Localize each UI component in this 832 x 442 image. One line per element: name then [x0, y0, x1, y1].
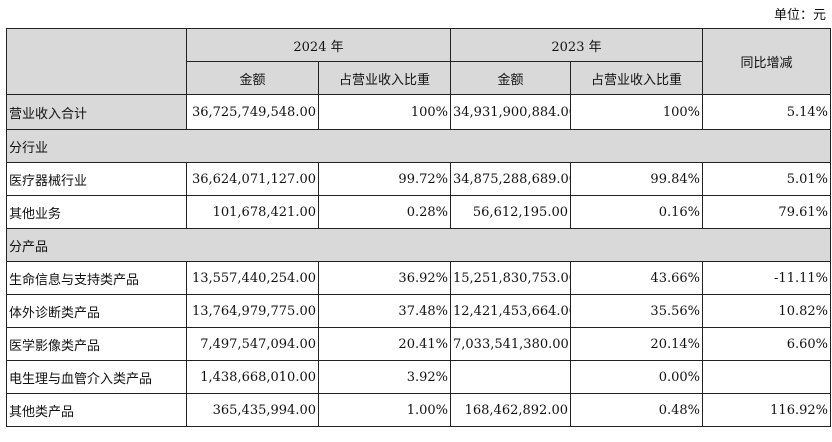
table-row: 生命信息与支持类产品 13,557,440,254.00 36.92% 15,2…: [6, 261, 831, 295]
row-label: 其他类产品: [6, 393, 187, 427]
ratio-2024-cell: 36.92%: [318, 261, 451, 295]
table-body: 营业收入合计 36,725,749,548.00 100% 34,931,900…: [6, 94, 831, 427]
amount-2023-cell: 34,875,288,689.00: [450, 162, 571, 196]
ratio-2023-cell: 99.84%: [570, 162, 703, 196]
unit-label: 单位：元: [773, 8, 826, 23]
table-row: 医学影像类产品 7,497,547,094.00 20.41% 7,033,54…: [6, 327, 831, 361]
ratio-2024-cell: 20.41%: [318, 327, 451, 361]
header-blank-cell: [6, 28, 187, 95]
amount-2024-cell: 365,435,994.00: [186, 393, 319, 427]
ratio-2023-cell: 35.56%: [570, 294, 703, 328]
table-row: 其他类产品 365,435,994.00 1.00% 168,462,892.0…: [6, 393, 831, 427]
amount-2024-cell: 101,678,421.00: [186, 195, 319, 229]
total-ratio-2023: 100%: [570, 94, 703, 130]
amount-2024-cell: 1,438,668,010.00: [186, 360, 319, 394]
table-row: 医疗器械行业 36,624,071,127.00 99.72% 34,875,2…: [6, 162, 831, 196]
ratio-2023-cell: 20.14%: [570, 327, 703, 361]
row-label: 其他业务: [6, 195, 187, 229]
ratio-2024-cell: 1.00%: [318, 393, 451, 427]
amount-2023-cell: 15,251,830,753.00: [450, 261, 571, 295]
section-row-industry: 分行业: [6, 129, 831, 163]
yoy-cell: [702, 360, 831, 394]
header-ratio-2023: 占营业收入比重: [570, 61, 703, 95]
amount-2024-cell: 36,624,071,127.00: [186, 162, 319, 196]
total-amount-2024: 36,725,749,548.00: [186, 94, 319, 130]
amount-2023-cell: [450, 360, 571, 394]
total-yoy: 5.14%: [702, 94, 831, 130]
amount-2023-cell: 12,421,453,664.00: [450, 294, 571, 328]
section-row-product: 分产品: [6, 228, 831, 262]
section-title-product: 分产品: [6, 228, 831, 262]
yoy-cell: 5.01%: [702, 162, 831, 196]
table-row-total: 营业收入合计 36,725,749,548.00 100% 34,931,900…: [6, 94, 831, 130]
ratio-2023-cell: 0.48%: [570, 393, 703, 427]
yoy-cell: -11.11%: [702, 261, 831, 295]
table-row: 其他业务 101,678,421.00 0.28% 56,612,195.00 …: [6, 195, 831, 229]
total-amount-2023: 34,931,900,884.00: [450, 94, 571, 130]
section-title-industry: 分行业: [6, 129, 831, 163]
yoy-cell: 6.60%: [702, 327, 831, 361]
amount-2024-cell: 13,557,440,254.00: [186, 261, 319, 295]
amount-2024-cell: 7,497,547,094.00: [186, 327, 319, 361]
row-label: 医疗器械行业: [6, 162, 187, 196]
ratio-2023-cell: 0.16%: [570, 195, 703, 229]
yoy-cell: 10.82%: [702, 294, 831, 328]
row-label: 体外诊断类产品: [6, 294, 187, 328]
amount-2023-cell: 56,612,195.00: [450, 195, 571, 229]
header-amount-2024: 金额: [186, 61, 319, 95]
header-yoy: 同比增减: [702, 28, 831, 95]
table-row: 电生理与血管介入类产品 1,438,668,010.00 3.92% 0.00%: [6, 360, 831, 394]
ratio-2023-cell: 43.66%: [570, 261, 703, 295]
ratio-2023-cell: 0.00%: [570, 360, 703, 394]
revenue-table: 2024 年 2023 年 同比增减 金额 占营业收入比重 金额 占营业收入比重…: [6, 28, 831, 427]
table-header: 2024 年 2023 年 同比增减 金额 占营业收入比重 金额 占营业收入比重: [6, 28, 831, 95]
header-year-2023: 2023 年: [450, 28, 703, 62]
ratio-2024-cell: 3.92%: [318, 360, 451, 394]
header-amount-2023: 金额: [450, 61, 571, 95]
row-label: 电生理与血管介入类产品: [6, 360, 187, 394]
ratio-2024-cell: 37.48%: [318, 294, 451, 328]
total-label: 营业收入合计: [6, 94, 187, 130]
ratio-2024-cell: 99.72%: [318, 162, 451, 196]
amount-2024-cell: 13,764,979,775.00: [186, 294, 319, 328]
row-label: 医学影像类产品: [6, 327, 187, 361]
amount-2023-cell: 168,462,892.00: [450, 393, 571, 427]
amount-2023-cell: 7,033,541,380.00: [450, 327, 571, 361]
table-row: 体外诊断类产品 13,764,979,775.00 37.48% 12,421,…: [6, 294, 831, 328]
row-label: 生命信息与支持类产品: [6, 261, 187, 295]
yoy-cell: 116.92%: [702, 393, 831, 427]
yoy-cell: 79.61%: [702, 195, 831, 229]
ratio-2024-cell: 0.28%: [318, 195, 451, 229]
header-year-2024: 2024 年: [186, 28, 451, 62]
total-ratio-2024: 100%: [318, 94, 451, 130]
header-ratio-2024: 占营业收入比重: [318, 61, 451, 95]
